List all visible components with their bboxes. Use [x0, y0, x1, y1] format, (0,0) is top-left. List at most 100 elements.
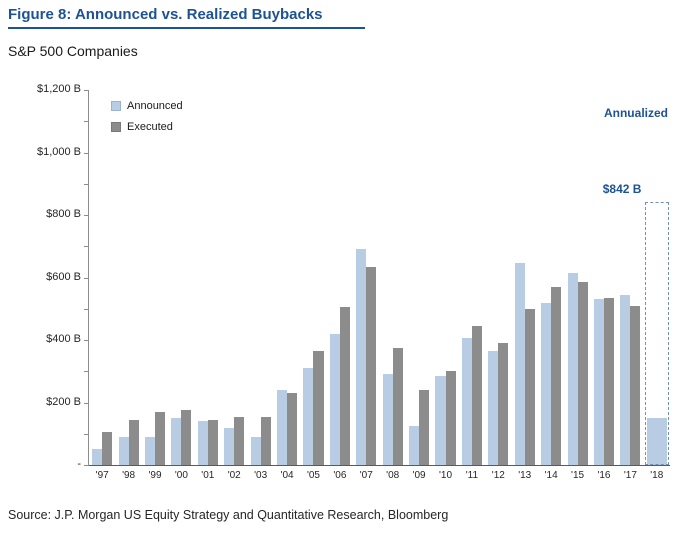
- bar-announced: [118, 436, 129, 465]
- bar-announced: [171, 418, 182, 465]
- bar-announced: [329, 333, 340, 465]
- x-axis-label: '18: [650, 470, 664, 481]
- bar-executed: [313, 350, 324, 465]
- annualized-value-label: $842 B: [602, 181, 642, 196]
- x-axis-label: '08: [386, 470, 400, 481]
- bar-announced: [435, 375, 446, 465]
- bar-announced: [541, 302, 552, 465]
- bar-executed: [419, 390, 430, 465]
- bar-announced: [356, 249, 367, 465]
- bar-announced: [382, 374, 393, 465]
- y-axis-tick: [84, 277, 89, 279]
- y-axis-label: $400 B: [46, 333, 81, 345]
- legend-item-executed: Executed: [111, 121, 183, 133]
- bar-executed: [181, 410, 192, 465]
- y-axis-label: $600 B: [46, 270, 81, 283]
- x-axis-label: '14: [544, 470, 558, 481]
- bar-executed: [577, 282, 588, 465]
- bar-executed: [102, 432, 113, 465]
- bar-executed: [445, 371, 456, 465]
- bar-executed: [551, 286, 562, 465]
- bar-announced: [488, 350, 499, 465]
- figure-subtitle: S&P 500 Companies: [8, 43, 138, 59]
- x-axis-label: '10: [438, 470, 453, 481]
- bar-executed: [155, 411, 166, 465]
- bar-announced: [409, 425, 420, 465]
- x-axis-label: '09: [412, 470, 426, 481]
- chart: Announced Executed Annualized $842 B - $2…: [0, 78, 700, 492]
- y-axis-label: $800 B: [46, 208, 81, 220]
- y-axis-tick: [84, 183, 89, 185]
- legend: Announced Executed: [111, 100, 183, 142]
- bar-announced: [224, 427, 235, 465]
- annualized-projection-box: [644, 201, 669, 465]
- x-axis-label: '02: [227, 470, 241, 481]
- bar-announced: [461, 338, 472, 465]
- legend-swatch-announced: [111, 101, 121, 111]
- legend-item-announced: Announced: [111, 100, 183, 112]
- y-axis-label: $200 B: [46, 395, 81, 408]
- x-axis-label: '11: [465, 470, 479, 481]
- legend-swatch-executed: [111, 122, 121, 132]
- y-axis-tick: [84, 121, 89, 123]
- x-axis-label: '03: [254, 470, 268, 481]
- bar-announced: [277, 390, 288, 465]
- source-note: Source: J.P. Morgan US Equity Strategy a…: [8, 508, 449, 522]
- x-axis-label: '17: [623, 470, 637, 481]
- bar-executed: [287, 393, 298, 465]
- figure-title: Figure 8: Announced vs. Realized Buyback…: [8, 6, 365, 29]
- x-axis-label: '12: [491, 470, 505, 481]
- y-axis-tick: [84, 402, 89, 404]
- x-axis-label: '07: [359, 470, 373, 481]
- y-axis-tick: [84, 433, 89, 435]
- y-axis-tick: [84, 246, 89, 248]
- y-axis-tick: [84, 340, 89, 341]
- bar-executed: [234, 416, 245, 465]
- y-axis-tick: [84, 308, 89, 310]
- legend-label-announced: Announced: [127, 100, 183, 112]
- x-axis-label: '99: [148, 470, 162, 481]
- x-axis-label: '98: [122, 470, 136, 481]
- y-axis-label: -: [77, 458, 81, 470]
- bar-executed: [498, 343, 509, 465]
- y-axis-tick: [84, 152, 89, 154]
- y-axis-tick: [84, 90, 89, 91]
- bar-announced: [144, 436, 156, 465]
- bar-announced: [567, 272, 578, 465]
- bar-announced: [303, 368, 314, 465]
- x-axis-label: '04: [280, 470, 294, 481]
- y-axis-label: $1,200 B: [36, 83, 81, 95]
- legend-label-executed: Executed: [127, 121, 173, 133]
- annualized-label: Annualized: [603, 106, 668, 120]
- x-axis-label: '00: [174, 470, 188, 481]
- x-axis-label: '97: [95, 470, 109, 481]
- x-axis-label: '05: [306, 470, 320, 481]
- x-axis-label: '06: [333, 470, 347, 481]
- bar-executed: [128, 419, 139, 465]
- bar-executed: [260, 416, 271, 465]
- bar-executed: [339, 307, 350, 465]
- x-axis-label: '13: [518, 470, 532, 481]
- bar-executed: [524, 308, 535, 465]
- bar-announced: [620, 294, 631, 465]
- bar-announced: [593, 299, 604, 465]
- bar-announced: [197, 421, 208, 465]
- bar-executed: [630, 305, 641, 465]
- y-axis-tick: [84, 215, 89, 216]
- bar-announced: [514, 263, 525, 465]
- y-axis-tick: [84, 465, 89, 466]
- bar-executed: [471, 325, 482, 465]
- x-axis-label: '01: [201, 470, 215, 481]
- bar-executed: [392, 347, 403, 465]
- bar-executed: [366, 266, 377, 465]
- x-axis-label: '15: [571, 470, 585, 481]
- y-axis-tick: [84, 371, 89, 373]
- plot-area: Announced Executed Annualized $842 B - $2…: [37, 83, 670, 481]
- bar-announced: [646, 418, 667, 465]
- bar-executed: [207, 419, 218, 465]
- y-axis-label: $1,000 B: [36, 145, 81, 158]
- bar-announced: [92, 449, 103, 465]
- x-axis-label: '16: [597, 470, 611, 481]
- bar-announced: [250, 436, 261, 465]
